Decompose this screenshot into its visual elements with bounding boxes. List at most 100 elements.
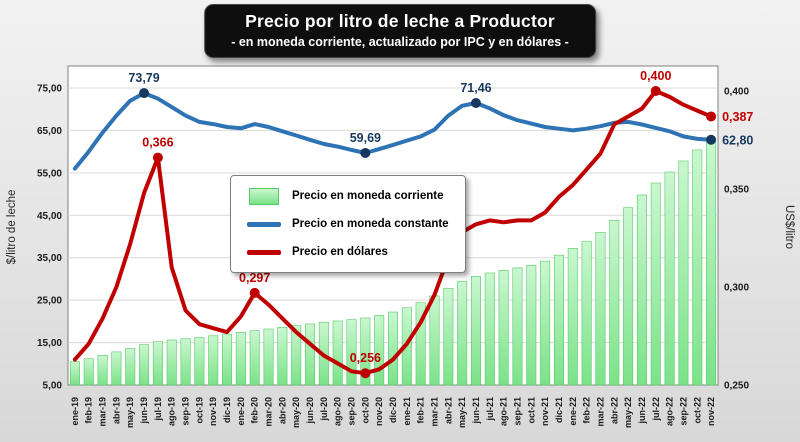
bar-moneda-corriente (581, 241, 592, 386)
x-axis-label: dic-20 (388, 397, 398, 423)
marker-0,387 (706, 111, 717, 122)
x-axis-label: nov-20 (374, 397, 384, 426)
line-dolares (72, 89, 714, 376)
x-axis-label: abr-21 (443, 397, 453, 424)
y-axis-tick-right: 0,400 (724, 87, 749, 98)
bar-moneda-corriente (69, 361, 80, 386)
x-axis-label: jul-22 (651, 397, 661, 422)
bar-moneda-corriente (553, 254, 564, 386)
bar-moneda-corriente (415, 302, 426, 386)
chart-title-box: Precio por litro de leche a Productor - … (204, 4, 596, 58)
bar-moneda-corriente (636, 194, 647, 386)
x-axis-label: ago-20 (333, 397, 343, 426)
bar-moneda-corriente (678, 160, 689, 386)
bar-moneda-corriente (387, 311, 398, 386)
x-axis-label: may-19 (125, 397, 135, 428)
legend-item-moneda-constante: Precio en moneda constante (247, 214, 449, 234)
bar-moneda-corriente (291, 325, 302, 386)
x-axis-label: jul-21 (485, 397, 495, 422)
x-axis-label: abr-19 (111, 397, 121, 424)
marker-62,80 (706, 134, 717, 145)
x-axis-label: jun-20 (305, 397, 315, 425)
left-axis-title: $/litro de leche (6, 190, 18, 265)
bar-moneda-corriente (374, 315, 385, 386)
bar-moneda-corriente (139, 344, 150, 386)
bar-moneda-corriente (443, 287, 454, 386)
x-axis-label: ago-22 (665, 397, 675, 426)
legend-swatch-wrap (247, 249, 281, 255)
blue-line-swatch-icon (247, 221, 281, 227)
x-axis-label: may-21 (457, 397, 467, 428)
chart-subtitle: - en moneda corriente, actualizado por I… (231, 35, 569, 49)
bar-moneda-corriente (97, 354, 108, 386)
x-axis-label: abr-22 (609, 397, 619, 424)
x-axis-label: oct-20 (360, 397, 370, 424)
x-axis-label: feb-21 (416, 397, 426, 424)
x-axis-label: mar-19 (98, 397, 108, 427)
marker-0,366 (152, 152, 163, 163)
y-axis-tick-left: 55,00 (37, 168, 62, 179)
x-axis-label: mar-21 (429, 397, 439, 427)
bar-moneda-corriente (457, 281, 468, 386)
annotation-0,256: 0,256 (350, 351, 381, 365)
x-axis-label: ene-19 (70, 397, 80, 426)
bar-moneda-corriente (111, 351, 122, 386)
annotation-0,387: 0,387 (722, 110, 753, 124)
annotation-0,366: 0,366 (142, 136, 173, 150)
bar-moneda-corriente (498, 270, 509, 386)
bar-moneda-corriente (180, 338, 191, 386)
bar-moneda-corriente (235, 332, 246, 386)
x-axis-label: jul-20 (319, 397, 329, 422)
bar-moneda-corriente (623, 207, 634, 386)
bar-moneda-corriente (83, 358, 94, 386)
bar-moneda-corriente (595, 231, 606, 386)
x-axis-label: ene-22 (568, 397, 578, 426)
red-line-swatch-icon (247, 249, 281, 255)
bar-moneda-corriente (332, 320, 343, 386)
annotation-73,79: 73,79 (128, 71, 159, 85)
annotation-0,297: 0,297 (239, 271, 270, 285)
bar-moneda-corriente (692, 149, 703, 386)
x-axis-label: sep-22 (678, 397, 688, 426)
x-axis-label: jul-19 (153, 397, 163, 422)
x-axis-label: may-22 (623, 397, 633, 428)
bar-moneda-corriente (512, 267, 523, 386)
x-axis-label: ago-19 (167, 397, 177, 426)
bar-moneda-corriente (263, 328, 274, 386)
legend-label-moneda-corriente: Precio en moneda corriente (292, 190, 444, 202)
right-axis-title: US$/litro (783, 205, 795, 249)
bar-moneda-corriente (650, 182, 661, 386)
x-axis-label: sep-19 (181, 397, 191, 426)
bar-moneda-corriente (208, 335, 219, 386)
x-axis-label: ene-20 (236, 397, 246, 426)
x-axis-label: mar-22 (595, 397, 605, 427)
x-axis-label: jun-22 (637, 397, 647, 425)
y-axis-tick-left: 75,00 (37, 84, 62, 95)
bar-moneda-corriente (664, 171, 675, 386)
x-axis-label: feb-19 (84, 397, 94, 424)
bar-moneda-corriente (567, 248, 578, 386)
y-axis-tick-left: 5,00 (43, 381, 63, 392)
x-axis-label: jun-21 (471, 397, 481, 425)
x-axis-label: jun-19 (139, 397, 149, 425)
x-axis-label: may-20 (291, 397, 301, 428)
x-axis-label: mar-20 (264, 397, 274, 427)
bar-moneda-corriente (249, 330, 260, 386)
bar-moneda-corriente (125, 348, 136, 386)
x-axis-label: feb-22 (582, 397, 592, 424)
bar-moneda-corriente (305, 323, 316, 386)
annotation-71,46: 71,46 (460, 81, 491, 95)
x-axis-label: ene-21 (402, 397, 412, 426)
x-axis-label: feb-20 (250, 397, 260, 424)
x-axis-label: nov-19 (208, 397, 218, 426)
annotation-0,400: 0,400 (640, 69, 671, 83)
line-moneda-constante (72, 91, 714, 171)
bar-moneda-corriente (526, 265, 537, 386)
y-axis-tick-right: 0,350 (724, 185, 749, 196)
y-axis-tick-left: 65,00 (37, 126, 62, 137)
x-axis-label: ago-21 (499, 397, 509, 426)
bar-moneda-corriente (194, 337, 205, 386)
annotation-59,69: 59,69 (350, 131, 381, 145)
bar-moneda-corriente (470, 276, 481, 386)
